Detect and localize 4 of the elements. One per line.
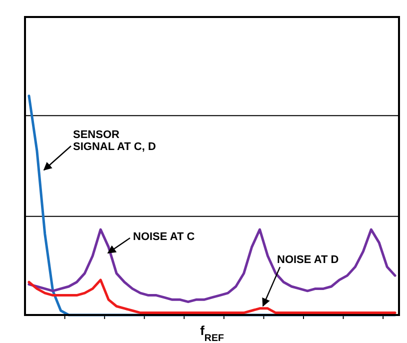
- annotation: SENSOR SIGNAL AT C, D: [73, 129, 156, 153]
- annotation: NOISE AT C: [133, 231, 195, 243]
- x-axis-title: f$_{REF}$: [200, 323, 224, 343]
- annotation: NOISE AT D: [277, 254, 339, 266]
